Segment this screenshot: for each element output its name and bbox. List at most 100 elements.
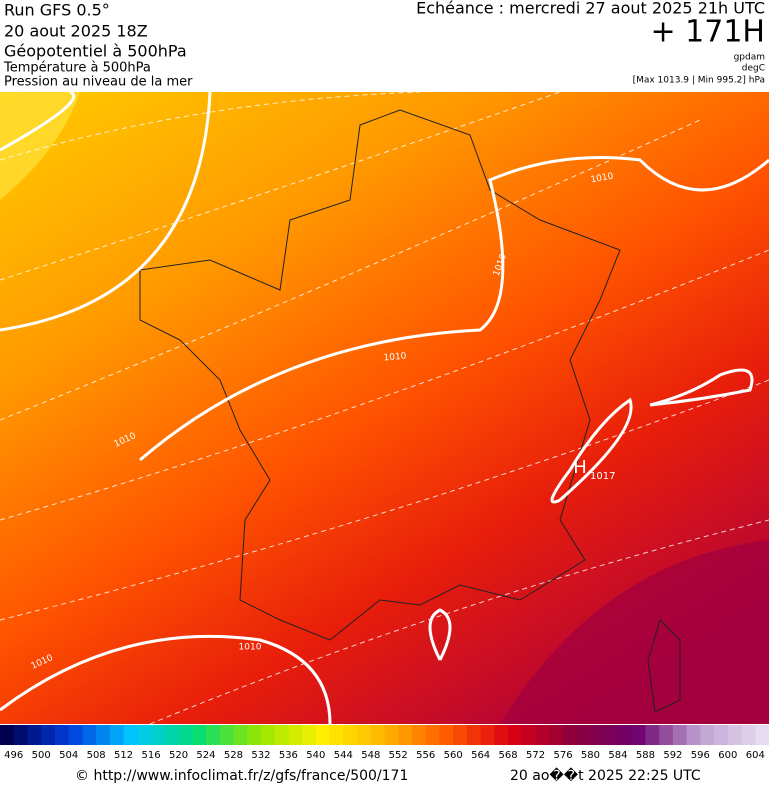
colorbar-label: 544 — [334, 750, 353, 761]
color-swatch — [260, 725, 276, 745]
colorbar: 496 500 504 508 512 516 520 524 528 532 536 540 544 5… — [0, 725, 769, 761]
colorbar-label: 500 — [32, 750, 51, 761]
color-swatch — [686, 725, 701, 745]
colorbar-label: 600 — [718, 750, 737, 761]
color-swatch — [384, 725, 399, 745]
color-swatch — [219, 725, 234, 745]
colorbar-label: 512 — [114, 750, 133, 761]
color-swatch — [13, 725, 28, 745]
color-swatch — [178, 725, 193, 745]
colorbar-label: 536 — [279, 750, 298, 761]
color-swatch — [617, 725, 633, 745]
colorbar-label: 516 — [142, 750, 161, 761]
colorbar-label: 504 — [59, 750, 78, 761]
color-swatch — [535, 725, 550, 745]
colorbar-label: 564 — [471, 750, 490, 761]
field — [500, 540, 769, 724]
color-swatch — [137, 725, 152, 745]
color-swatch — [109, 725, 125, 745]
color-swatch — [645, 725, 660, 745]
color-swatch — [727, 725, 743, 745]
color-swatch — [563, 725, 578, 745]
unit: gpdam — [734, 53, 765, 63]
colorbar-label: 588 — [636, 750, 655, 761]
color-swatch — [96, 725, 111, 745]
color-swatch — [480, 725, 495, 745]
color-swatch — [521, 725, 537, 745]
isobar-label: 1010 — [383, 351, 407, 363]
colorbar-label: 496 — [4, 750, 23, 761]
color-swatch — [370, 725, 385, 745]
color-swatch — [549, 725, 564, 745]
color-swatch — [425, 725, 440, 745]
colorbar-label: 520 — [169, 750, 188, 761]
color-swatch — [398, 725, 413, 745]
forecast: Echéance : mercredi 27 aout 2025 21h UTC — [416, 0, 765, 18]
colorbar-label: 552 — [389, 750, 408, 761]
unit: degC — [742, 64, 765, 74]
color-swatch — [659, 725, 674, 745]
color-swatch — [672, 725, 688, 745]
color-swatch — [302, 725, 317, 745]
colorbar-label: 508 — [87, 750, 106, 761]
color-swatch — [357, 725, 372, 745]
color-swatch — [247, 725, 262, 745]
color-swatch — [700, 725, 715, 745]
color-swatch — [151, 725, 166, 745]
color-swatch — [192, 725, 207, 745]
subtitle: Température à 500hPa — [3, 61, 151, 76]
colorbar-label: 596 — [691, 750, 710, 761]
color-swatch — [27, 725, 42, 745]
pressure-range: [Max 1013.9 | Min 995.2] hPa — [633, 76, 765, 86]
color-swatch — [576, 725, 591, 745]
color-swatch — [82, 725, 97, 745]
color-swatch — [755, 725, 769, 745]
colorbar-label: 548 — [361, 750, 380, 761]
color-swatch — [123, 725, 138, 745]
colorbar-label: 560 — [444, 750, 463, 761]
coastline — [139, 109, 681, 713]
map: 1010 1010 1010 1010 1010 1010 H 1017 — [0, 90, 769, 725]
high-symbol: H — [573, 457, 587, 478]
timestamp: 20 ao��t 2025 22:25 UTC — [510, 767, 701, 784]
run-date: 20 aout 2025 18Z — [4, 22, 148, 41]
colorbar-label: 568 — [499, 750, 518, 761]
color-swatch — [68, 725, 83, 745]
high-value: 1017 — [590, 471, 615, 482]
color-swatch — [631, 725, 646, 745]
isobar-label: 1010 — [590, 172, 615, 186]
colorbar-label: 528 — [224, 750, 243, 761]
isotherms — [0, 91, 769, 725]
colorbar-label: 532 — [251, 750, 270, 761]
color-swatch — [741, 725, 756, 745]
color-swatch — [604, 725, 619, 745]
subtitle: Pression au niveau de la mer — [4, 75, 193, 90]
colorbar-label: 572 — [526, 750, 545, 761]
color-swatch — [590, 725, 605, 745]
color-swatch — [288, 725, 303, 745]
isobar-label: 1010 — [239, 643, 262, 653]
isobars — [0, 90, 769, 725]
color-swatch — [453, 725, 468, 745]
color-swatch — [714, 725, 729, 745]
colorbar-label: 584 — [608, 750, 627, 761]
color-swatch — [343, 725, 358, 745]
source-url: © http://www.infoclimat.fr/z/gfs/france/… — [75, 768, 408, 784]
run: Run GFS 0.5° — [4, 1, 110, 20]
color-swatch — [274, 725, 289, 745]
field — [0, 92, 80, 200]
color-swatch — [439, 725, 454, 745]
color-swatch — [315, 725, 331, 745]
color-swatch — [41, 725, 56, 745]
color-swatch — [329, 725, 344, 745]
color-swatch — [164, 725, 180, 745]
colorbar-label: 580 — [581, 750, 600, 761]
color-swatch — [205, 725, 221, 745]
colorbar-label: 540 — [306, 750, 325, 761]
colorbar-label: 524 — [196, 750, 215, 761]
color-swatch — [466, 725, 482, 745]
color-swatch — [494, 725, 509, 745]
color-swatch — [508, 725, 523, 745]
colorbar-label: 592 — [663, 750, 682, 761]
